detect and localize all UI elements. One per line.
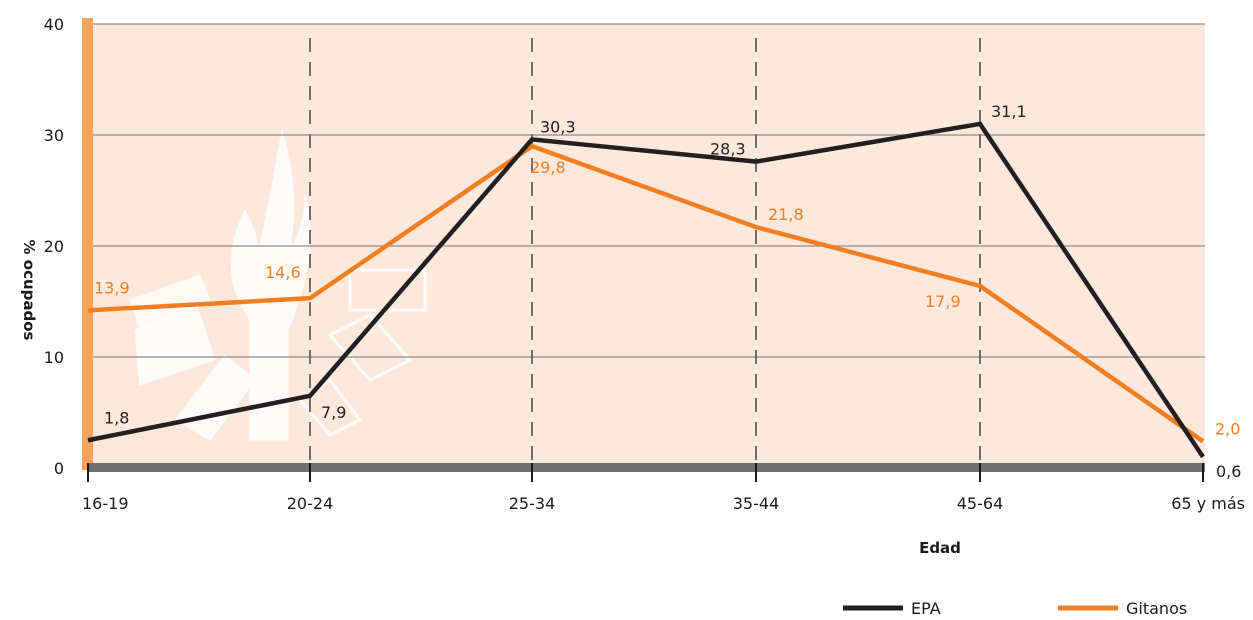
data-label: 1,8 (104, 408, 129, 427)
x-tick-label: 25-34 (509, 494, 556, 513)
data-label: 14,6 (265, 263, 301, 282)
y-tick-label: 30 (44, 126, 64, 145)
data-label: 21,8 (768, 205, 804, 224)
x-tick-label: 35-44 (733, 494, 780, 513)
data-label: 2,0 (1215, 419, 1240, 438)
y-tick-label: 0 (54, 459, 64, 478)
data-label: 31,1 (991, 102, 1027, 121)
y-tick-label: 10 (44, 348, 64, 367)
data-label: 13,9 (94, 278, 130, 297)
data-label: 29,8 (530, 158, 566, 177)
legend: EPA Gitanos (843, 599, 1187, 618)
legend-label-epa: EPA (911, 599, 941, 618)
y-axis-title: % ocupados (20, 240, 38, 341)
data-label: 0,6 (1216, 462, 1241, 481)
data-label: 28,3 (710, 140, 746, 159)
legend-label-gitanos: Gitanos (1126, 599, 1187, 618)
x-axis-bar (88, 463, 1205, 472)
data-label: 30,3 (540, 117, 576, 136)
data-label: 7,9 (321, 403, 346, 422)
data-label: 17,9 (925, 292, 961, 311)
x-axis-title: Edad (919, 539, 961, 557)
x-tick-label: 16-19 (82, 494, 129, 513)
x-tick-label: 65 y más (1171, 494, 1245, 513)
y-axis-bar (82, 18, 93, 470)
x-tick-label: 45-64 (957, 494, 1004, 513)
x-tick-label: 20-24 (287, 494, 334, 513)
y-tick-label: 20 (44, 237, 64, 256)
y-tick-label: 40 (44, 15, 64, 34)
